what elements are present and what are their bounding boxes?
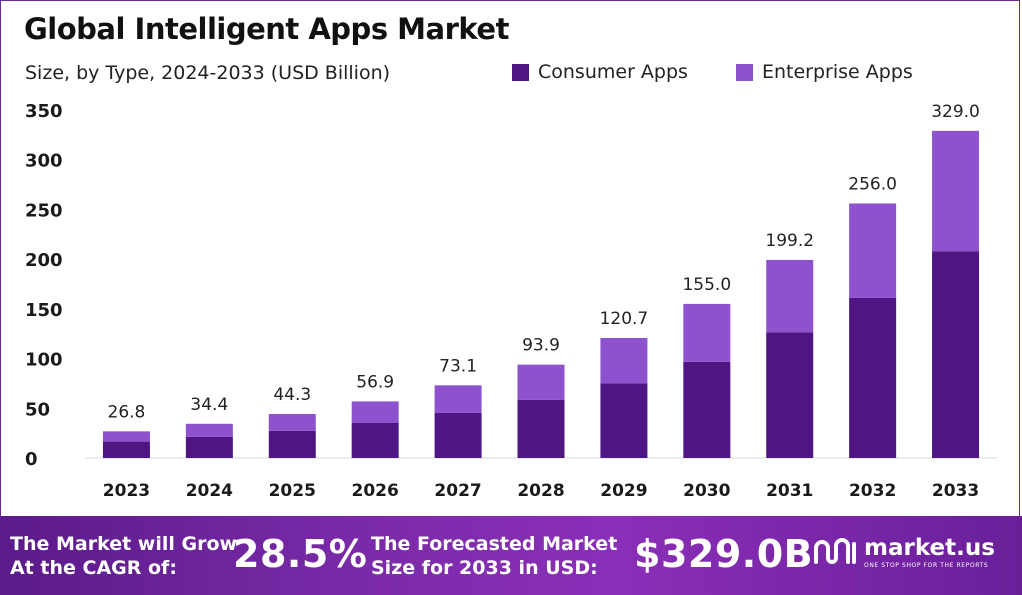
summary-banner: The Market will Grow At the CAGR of: 28.…: [0, 516, 1022, 595]
bar-chart: 0 50 100 150 200 250 300 350 26.8 2023 34.4 2024 44.…: [25, 101, 997, 501]
legend-label-consumer: Consumer Apps: [538, 61, 688, 83]
brand-logo: market.us ONE STOP SHOP FOR THE REPORTS: [812, 534, 995, 570]
bar-total-label: 34.4: [190, 395, 228, 415]
bar-segment-enterprise: [185, 423, 233, 437]
y-tick-label: 300: [25, 151, 63, 172]
legend-label-enterprise: Enterprise Apps: [762, 61, 913, 83]
y-tick-label: 200: [25, 250, 63, 271]
bar-segment-consumer: [102, 441, 150, 458]
bar-segment-enterprise: [351, 401, 399, 424]
x-tick-label: 2032: [849, 481, 896, 501]
bar-segment-enterprise: [932, 130, 980, 252]
x-tick-label: 2033: [932, 481, 979, 501]
y-tick-label: 0: [25, 449, 38, 470]
bar-segment-enterprise: [849, 203, 897, 298]
bar-segment-consumer: [268, 430, 316, 458]
brand-name: market.us: [864, 534, 995, 561]
bar-segment-enterprise: [600, 337, 648, 384]
market-us-logo-icon: [814, 538, 856, 564]
x-tick-label: 2026: [352, 481, 399, 501]
bar-total-label: 256.0: [848, 174, 897, 194]
cagr-caption: The Market will Grow At the CAGR of:: [10, 532, 237, 580]
x-tick-label: 2028: [517, 481, 564, 501]
y-tick-label: 150: [25, 300, 63, 321]
bar-segment-consumer: [683, 361, 731, 458]
bar-segment-consumer: [766, 332, 814, 458]
legend-item-consumer: Consumer Apps: [512, 61, 688, 83]
bar-segment-consumer: [517, 399, 565, 458]
bar-segment-enterprise: [434, 385, 482, 413]
x-tick-label: 2029: [600, 481, 647, 501]
bar-segment-enterprise: [517, 364, 565, 400]
bar-total-label: 329.0: [931, 102, 980, 122]
forecast-value: $329.0B: [634, 532, 814, 576]
bar-total-label: 155.0: [682, 275, 731, 295]
bar-segment-enterprise: [766, 259, 814, 333]
cagr-value: 28.5%: [233, 532, 368, 576]
y-tick-label: 350: [25, 101, 63, 122]
bar-segment-enterprise: [683, 303, 731, 362]
legend-swatch-consumer: [512, 63, 529, 81]
bar-total-label: 26.8: [108, 402, 146, 422]
brand-tagline: ONE STOP SHOP FOR THE REPORTS: [864, 561, 989, 569]
forecast-caption: The Forecasted Market Size for 2033 in U…: [371, 532, 617, 580]
forecast-caption-line2: Size for 2033 in USD:: [371, 557, 598, 579]
cagr-caption-line2: At the CAGR of:: [10, 557, 177, 579]
bar-segment-consumer: [600, 383, 648, 458]
bar-total-label: 93.9: [522, 336, 560, 356]
y-tick-label: 100: [25, 350, 63, 371]
x-tick-label: 2030: [683, 481, 730, 501]
bar-total-label: 56.9: [356, 372, 394, 392]
bar-total-label: 199.2: [765, 231, 814, 251]
legend-item-enterprise: Enterprise Apps: [736, 61, 913, 83]
bar-segment-consumer: [351, 423, 399, 458]
bar-segment-enterprise: [102, 431, 150, 442]
brand-text: market.us ONE STOP SHOP FOR THE REPORTS: [864, 536, 995, 569]
cagr-caption-line1: The Market will Grow: [10, 533, 238, 555]
chart-title: Global Intelligent Apps Market: [24, 12, 509, 46]
bar-segment-consumer: [185, 436, 233, 458]
bar-total-label: 120.7: [600, 309, 649, 329]
bar-segment-enterprise: [268, 413, 316, 431]
y-tick-label: 250: [25, 200, 63, 221]
bar-total-label: 44.3: [273, 385, 311, 405]
legend-swatch-enterprise: [736, 63, 753, 81]
x-tick-label: 2027: [434, 481, 481, 501]
chart-subtitle: Size, by Type, 2024-2033 (USD Billion): [25, 62, 391, 84]
bar-segment-consumer: [434, 412, 482, 458]
y-tick-label: 50: [25, 399, 50, 420]
forecast-caption-line1: The Forecasted Market: [371, 533, 618, 555]
bar-total-label: 73.1: [439, 356, 477, 376]
x-tick-label: 2031: [766, 481, 813, 501]
x-tick-label: 2025: [269, 481, 316, 501]
bar-segment-consumer: [932, 251, 980, 458]
x-tick-label: 2024: [186, 481, 233, 501]
x-tick-label: 2023: [103, 481, 150, 501]
bar-segment-consumer: [849, 297, 897, 458]
